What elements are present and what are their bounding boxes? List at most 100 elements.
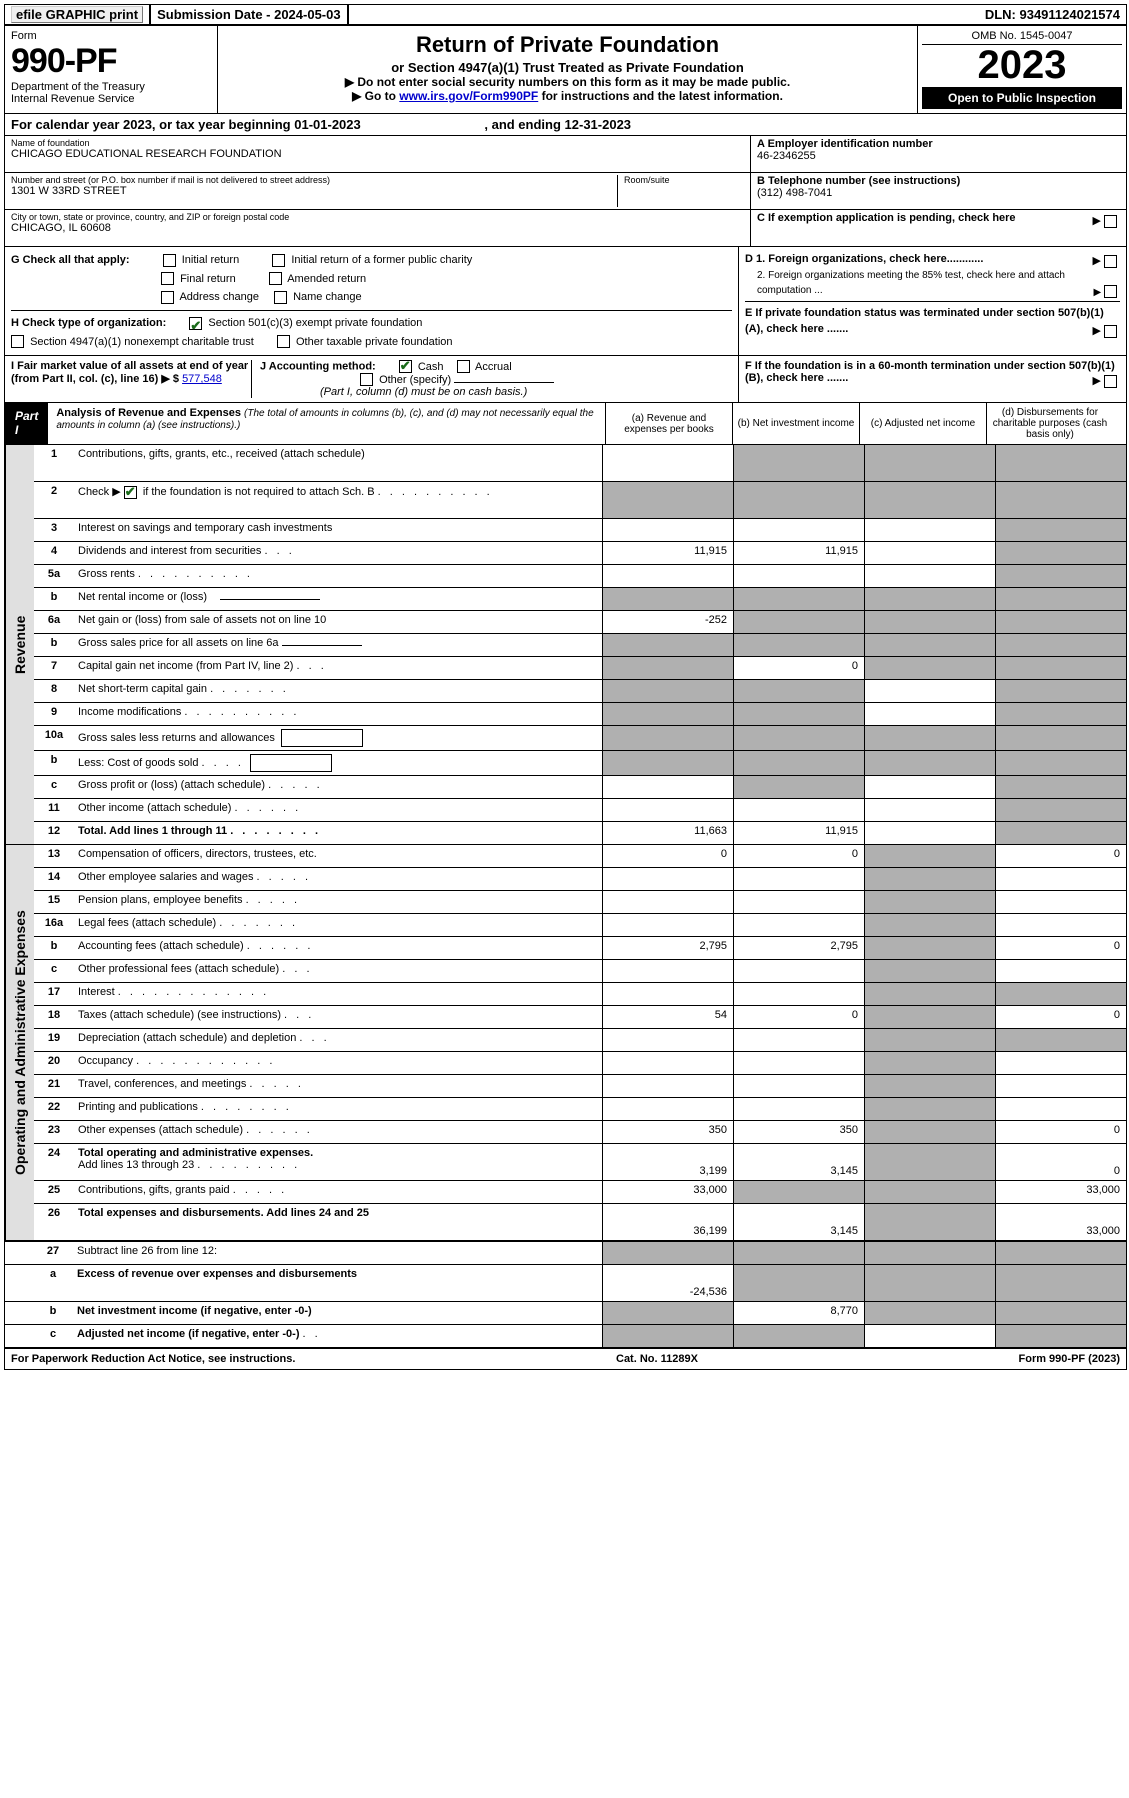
col-c-header: (c) Adjusted net income	[859, 403, 986, 444]
r27c-desc: Adjusted net income (if negative, enter …	[77, 1328, 299, 1340]
r23-b: 350	[733, 1121, 864, 1143]
city-state-zip: CHICAGO, IL 60608	[11, 222, 744, 234]
part1-header: Part I Analysis of Revenue and Expenses …	[5, 403, 1126, 445]
ssn-notice: ▶ Do not enter social security numbers o…	[226, 75, 909, 89]
r10a-desc: Gross sales less returns and allowances	[78, 732, 275, 744]
r6a-desc: Net gain or (loss) from sale of assets n…	[74, 611, 602, 633]
dots: . . . . . . . . . .	[378, 486, 493, 498]
goto-prefix: ▶ Go to	[352, 89, 399, 103]
dots: . . . . . . . . . .	[184, 706, 299, 718]
r27a-desc: Excess of revenue over expenses and disb…	[73, 1265, 602, 1301]
part1-label: Part I	[5, 403, 48, 444]
r23-d: 0	[995, 1121, 1126, 1143]
foundation-name: CHICAGO EDUCATIONAL RESEARCH FOUNDATION	[11, 148, 744, 160]
g-name-checkbox[interactable]	[274, 291, 287, 304]
r6a-a: -252	[602, 611, 733, 633]
g-address-checkbox[interactable]	[161, 291, 174, 304]
cal-mid: , and ending	[484, 117, 564, 132]
r27a-a: -24,536	[602, 1265, 733, 1301]
calendar-year-row: For calendar year 2023, or tax year begi…	[5, 114, 1126, 136]
form-number: 990-PF	[11, 42, 117, 80]
e-checkbox[interactable]	[1104, 325, 1117, 338]
r6b-val	[282, 645, 362, 646]
r12-desc: Total. Add lines 1 through 11	[78, 825, 227, 837]
r12-a: 11,663	[602, 822, 733, 844]
top-bar: efile GRAPHIC print Submission Date - 20…	[5, 5, 1126, 26]
f-checkbox[interactable]	[1104, 375, 1117, 388]
j-cash-checkbox[interactable]	[399, 360, 412, 373]
form-title: Return of Private Foundation	[226, 32, 909, 58]
revenue-side-label: Revenue	[5, 445, 34, 844]
d1-checkbox[interactable]	[1104, 255, 1117, 268]
r16a-desc: Legal fees (attach schedule)	[78, 917, 216, 929]
g-final-text: Final return	[180, 273, 236, 285]
r16b-desc: Accounting fees (attach schedule)	[78, 940, 244, 952]
d2-label: 2. Foreign organizations meeting the 85%…	[757, 270, 1065, 296]
r14-desc: Other employee salaries and wages	[78, 871, 253, 883]
form-label: Form	[11, 30, 37, 42]
g-initial-former-checkbox[interactable]	[272, 254, 285, 267]
r24-d: 0	[995, 1144, 1126, 1180]
c-label: C If exemption application is pending, c…	[757, 212, 1016, 224]
r27b-desc: Net investment income (if negative, ente…	[77, 1305, 312, 1317]
dots: . . . . . . . . . .	[138, 568, 253, 580]
g-amended-checkbox[interactable]	[269, 272, 282, 285]
section-i-j-f: I Fair market value of all assets at end…	[5, 356, 1126, 403]
r16b-b: 2,795	[733, 937, 864, 959]
efile-print-button[interactable]: efile GRAPHIC print	[11, 6, 143, 23]
d2-checkbox[interactable]	[1104, 285, 1117, 298]
r22-desc: Printing and publications	[78, 1101, 198, 1113]
j-other-text: Other (specify)	[379, 374, 451, 386]
bottom-rows: 27Subtract line 26 from line 12: aExcess…	[5, 1240, 1126, 1347]
g-initial-checkbox[interactable]	[163, 254, 176, 267]
ein-label: A Employer identification number	[757, 138, 1120, 150]
h-501c3-checkbox[interactable]	[189, 317, 202, 330]
r5a-desc: Gross rents	[78, 568, 135, 580]
dln-number: DLN: 93491124021574	[979, 5, 1126, 24]
r18-d: 0	[995, 1006, 1126, 1028]
col-b-header: (b) Net investment income	[732, 403, 859, 444]
r4-b: 11,915	[733, 542, 864, 564]
r23-a: 350	[602, 1121, 733, 1143]
i-value-link[interactable]: 577,548	[182, 373, 222, 385]
r17-desc: Interest	[78, 986, 115, 998]
room-label: Room/suite	[624, 175, 744, 185]
r7-desc: Capital gain net income (from Part IV, l…	[78, 660, 293, 672]
r19-desc: Depreciation (attach schedule) and deple…	[78, 1032, 296, 1044]
r23-desc: Other expenses (attach schedule)	[78, 1124, 243, 1136]
r20-desc: Occupancy	[78, 1055, 133, 1067]
r27b-b: 8,770	[733, 1302, 864, 1324]
part1-title: Analysis of Revenue and Expenses	[56, 407, 241, 419]
c-checkbox[interactable]	[1104, 215, 1117, 228]
col-d-header: (d) Disbursements for charitable purpose…	[986, 403, 1113, 444]
r2-checkbox[interactable]	[124, 486, 137, 499]
g-final-checkbox[interactable]	[161, 272, 174, 285]
h-other-checkbox[interactable]	[277, 335, 290, 348]
g-initial-text: Initial return	[182, 254, 239, 266]
r10b-desc: Less: Cost of goods sold	[78, 757, 198, 769]
r3-desc: Interest on savings and temporary cash i…	[74, 519, 602, 541]
r18-desc: Taxes (attach schedule) (see instruction…	[78, 1009, 281, 1021]
j-other-checkbox[interactable]	[360, 373, 373, 386]
r26-desc: Total expenses and disbursements. Add li…	[74, 1204, 602, 1240]
cal-begin: 01-01-2023	[294, 117, 361, 132]
h-501c3-text: Section 501(c)(3) exempt private foundat…	[208, 317, 422, 329]
j-accrual-checkbox[interactable]	[457, 360, 470, 373]
h-4947-checkbox[interactable]	[11, 335, 24, 348]
r15-desc: Pension plans, employee benefits	[78, 894, 243, 906]
g-initial-former-text: Initial return of a former public charit…	[291, 254, 472, 266]
r25-d: 33,000	[995, 1181, 1126, 1203]
g-amended-text: Amended return	[287, 273, 366, 285]
street-address: 1301 W 33RD STREET	[11, 185, 617, 197]
instructions-link[interactable]: www.irs.gov/Form990PF	[399, 89, 538, 103]
r7-b: 0	[733, 657, 864, 679]
r11-desc: Other income (attach schedule)	[78, 802, 231, 814]
r13-b: 0	[733, 845, 864, 867]
r21-desc: Travel, conferences, and meetings	[78, 1078, 246, 1090]
j-label: J Accounting method:	[260, 361, 376, 373]
form-footer: For Paperwork Reduction Act Notice, see …	[5, 1347, 1126, 1369]
section-g-h: G Check all that apply: Initial return I…	[5, 247, 1126, 356]
r18-b: 0	[733, 1006, 864, 1028]
d1-label: D 1. Foreign organizations, check here..…	[745, 253, 983, 265]
phone-label: B Telephone number (see instructions)	[757, 175, 1120, 187]
